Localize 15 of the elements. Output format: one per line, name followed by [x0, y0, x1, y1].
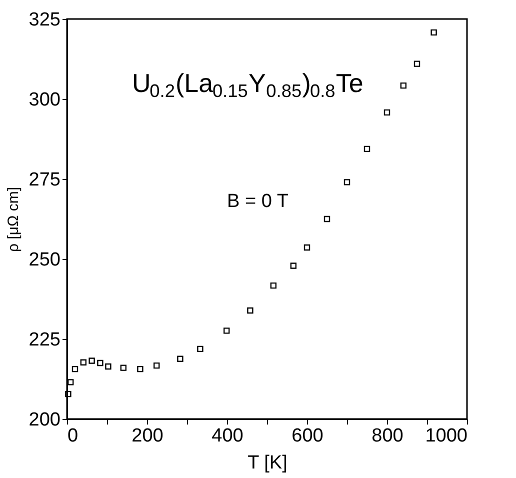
- x-axis-title: T [K]: [248, 452, 288, 474]
- x-tick-label: 0: [68, 426, 78, 446]
- y-axis-title: ρ [μΩ cm]: [4, 186, 22, 252]
- x-tick-label: 1000: [425, 426, 468, 446]
- x-tick-label: 600: [292, 426, 324, 446]
- y-tick-label: 275: [28, 170, 60, 190]
- x-tick-label: 200: [132, 426, 164, 446]
- y-tick-label: 250: [28, 250, 60, 270]
- x-tick-label: 800: [372, 426, 404, 446]
- y-tick-label: 200: [28, 410, 60, 430]
- y-tick-label: 325: [28, 10, 60, 30]
- y-tick-label: 300: [28, 90, 60, 110]
- y-tick-label: 225: [28, 330, 60, 350]
- annotation: B = 0 T: [227, 191, 289, 212]
- x-tick-label: 400: [212, 426, 244, 446]
